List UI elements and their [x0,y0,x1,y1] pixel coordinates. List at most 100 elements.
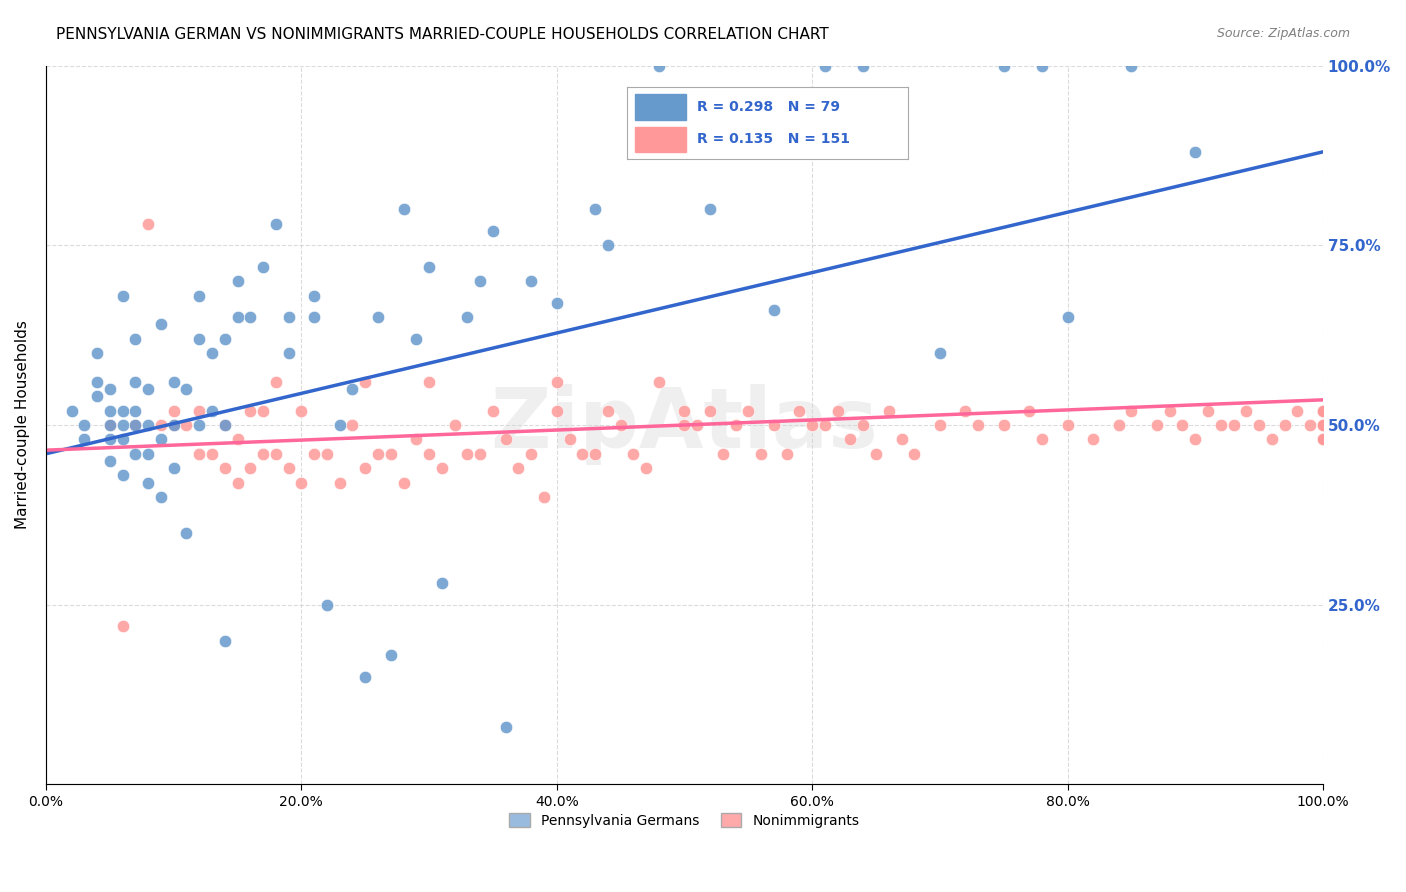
Point [73,433,96,447]
Point [277,461,299,475]
Point [329,417,352,432]
Point [1312,417,1334,432]
Point [1312,417,1334,432]
Point [1312,417,1334,432]
Point [636,461,658,475]
Point [163,375,186,389]
Point [111,619,134,633]
Point [1312,417,1334,432]
Point [136,417,159,432]
Point [124,332,146,346]
Point [124,375,146,389]
Point [1312,403,1334,417]
Point [1261,433,1284,447]
Point [1312,403,1334,417]
Point [1312,433,1334,447]
Point [136,217,159,231]
Point [993,59,1015,73]
Point [405,332,427,346]
Point [583,447,606,461]
Point [686,417,709,432]
Point [1312,403,1334,417]
Point [801,417,824,432]
Point [290,475,312,490]
Point [1312,417,1334,432]
Point [903,447,925,461]
Point [354,375,377,389]
Point [699,202,721,217]
Point [239,461,262,475]
Point [98,433,121,447]
Point [673,403,696,417]
Point [1312,403,1334,417]
Point [1234,403,1257,417]
Point [430,461,453,475]
Point [277,310,299,325]
Point [546,403,568,417]
Point [239,310,262,325]
Point [188,447,211,461]
Point [214,332,236,346]
Point [176,525,198,540]
Point [226,475,249,490]
Point [264,375,287,389]
Point [188,403,211,417]
Point [86,389,108,403]
Point [1312,403,1334,417]
Point [456,447,478,461]
Point [955,403,977,417]
Point [1081,433,1104,447]
Point [1312,417,1334,432]
Point [1031,59,1053,73]
Point [418,447,440,461]
Point [1159,403,1181,417]
Point [1312,417,1334,432]
Point [176,382,198,396]
Point [354,461,377,475]
Point [967,417,990,432]
Legend: Pennsylvania Germans, Nonimmigrants: Pennsylvania Germans, Nonimmigrants [502,806,866,835]
Point [98,403,121,417]
Y-axis label: Married-couple Households: Married-couple Households [15,320,30,530]
Point [852,417,875,432]
Point [1222,417,1244,432]
Point [149,318,172,332]
Point [418,375,440,389]
Point [673,417,696,432]
Point [252,447,274,461]
Point [1312,417,1334,432]
Point [762,417,785,432]
Point [1312,433,1334,447]
Point [482,224,505,238]
Point [136,475,159,490]
Point [1312,417,1334,432]
Point [814,59,837,73]
Point [482,403,505,417]
Point [827,403,849,417]
Point [1312,403,1334,417]
Point [315,447,337,461]
Point [1171,417,1194,432]
Point [468,447,491,461]
Point [111,288,134,302]
Point [1312,417,1334,432]
Point [60,403,83,417]
Point [1197,403,1219,417]
Point [342,417,364,432]
Point [1312,433,1334,447]
Point [1312,417,1334,432]
Point [993,417,1015,432]
Point [98,454,121,468]
Point [495,720,517,734]
Point [1312,417,1334,432]
Point [520,274,543,288]
Point [596,403,619,417]
Point [392,202,415,217]
Point [1146,417,1168,432]
Point [86,346,108,360]
Point [1184,145,1206,159]
Point [1121,403,1143,417]
Point [1312,403,1334,417]
Point [367,310,389,325]
Point [111,403,134,417]
